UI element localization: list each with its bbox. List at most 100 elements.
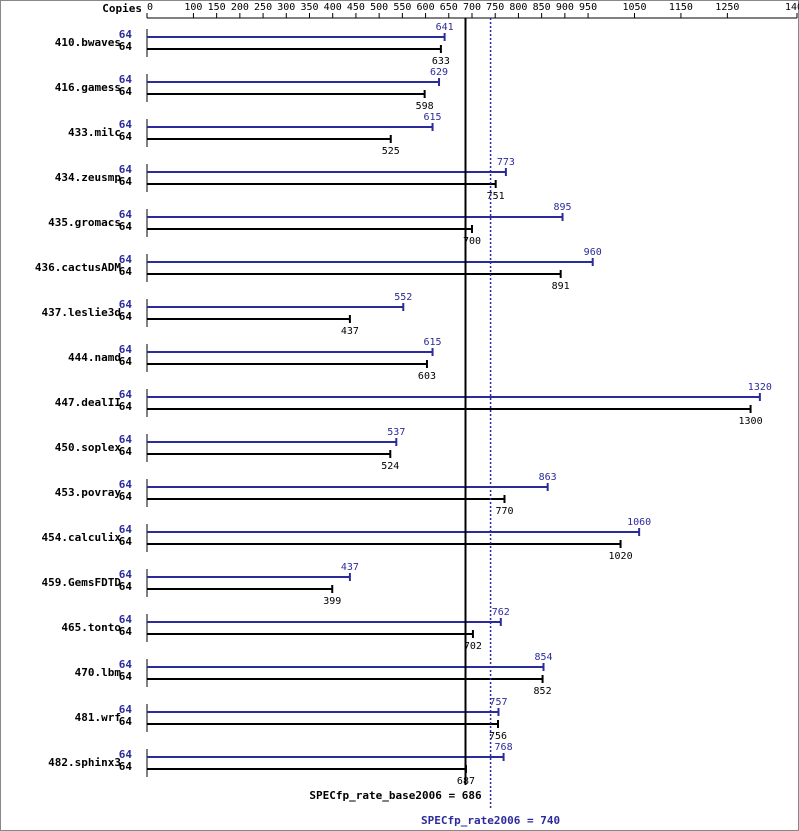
value-label: 768 <box>495 742 513 753</box>
value-label: 702 <box>464 641 482 652</box>
copies: 64 <box>119 715 133 728</box>
value-label: 1020 <box>609 551 633 562</box>
value-label: 895 <box>554 202 572 213</box>
x-tick-label: 700 <box>463 2 481 13</box>
value-label: 770 <box>495 506 513 517</box>
benchmark-label: 465.tonto <box>61 621 121 634</box>
copies: 64 <box>119 253 133 266</box>
value-label: 700 <box>463 236 481 247</box>
value-label: 437 <box>341 562 359 573</box>
x-tick-label: 800 <box>509 2 527 13</box>
x-tick-label: 500 <box>370 2 388 13</box>
copies: 64 <box>119 400 133 413</box>
benchmark-label: 454.calculix <box>42 531 122 544</box>
value-label: 854 <box>534 652 552 663</box>
benchmark-label: 447.dealII <box>55 396 121 409</box>
x-tick-label: 900 <box>556 2 574 13</box>
copies: 64 <box>119 163 133 176</box>
value-label: 598 <box>416 101 434 112</box>
value-label: 437 <box>341 326 359 337</box>
x-tick-label: 750 <box>486 2 504 13</box>
copies: 64 <box>119 265 133 278</box>
benchmark-label: 450.soplex <box>55 441 122 454</box>
x-tick-label: 1400 <box>785 2 799 13</box>
copies: 64 <box>119 85 133 98</box>
x-tick-label: 550 <box>393 2 411 13</box>
copies: 64 <box>119 568 133 581</box>
value-label: 615 <box>424 337 442 348</box>
value-label: 891 <box>552 281 570 292</box>
x-tick-label: 600 <box>417 2 435 13</box>
value-label: 615 <box>424 112 442 123</box>
copies: 64 <box>119 478 133 491</box>
x-tick-label: 650 <box>440 2 458 13</box>
value-label: 960 <box>584 247 602 258</box>
copies-header: Copies <box>102 2 142 15</box>
x-tick-label: 450 <box>347 2 365 13</box>
copies: 64 <box>119 748 133 761</box>
value-label: 1060 <box>627 517 651 528</box>
x-tick-label: 150 <box>208 2 226 13</box>
value-label: 757 <box>489 697 507 708</box>
value-label: 852 <box>534 686 552 697</box>
benchmark-label: 482.sphinx3 <box>48 756 121 769</box>
value-label: 524 <box>381 461 399 472</box>
value-label: 552 <box>394 292 412 303</box>
x-tick-label: 250 <box>254 2 272 13</box>
x-tick-label: 1150 <box>669 2 693 13</box>
copies: 64 <box>119 658 133 671</box>
value-label: 525 <box>382 146 400 157</box>
x-tick-label: 400 <box>324 2 342 13</box>
copies: 64 <box>119 130 133 143</box>
value-label: 603 <box>418 371 436 382</box>
copies: 64 <box>119 703 133 716</box>
copies: 64 <box>119 670 133 683</box>
x-tick-label: 850 <box>533 2 551 13</box>
value-label: 863 <box>539 472 557 483</box>
benchmark-label: 433.milc <box>68 126 121 139</box>
copies: 64 <box>119 490 133 503</box>
benchmark-label: 435.gromacs <box>48 216 121 229</box>
benchmark-label: 459.GemsFDTD <box>42 576 122 589</box>
benchmark-label: 410.bwaves <box>55 36 121 49</box>
copies: 64 <box>119 208 133 221</box>
value-label: 756 <box>489 731 507 742</box>
value-label: 1300 <box>739 416 763 427</box>
x-tick-label: 1250 <box>715 2 739 13</box>
x-tick-label: 0 <box>147 2 153 13</box>
copies: 64 <box>119 523 133 536</box>
copies: 64 <box>119 220 133 233</box>
copies: 64 <box>119 40 133 53</box>
benchmark-label: 437.leslie3d <box>42 306 121 319</box>
x-tick-label: 200 <box>231 2 249 13</box>
copies: 64 <box>119 433 133 446</box>
benchmark-label: 416.gamess <box>55 81 121 94</box>
value-label: 1320 <box>748 382 772 393</box>
value-label: 762 <box>492 607 510 618</box>
value-label: 773 <box>497 157 515 168</box>
copies: 64 <box>119 310 133 323</box>
copies: 64 <box>119 118 133 131</box>
copies: 64 <box>119 760 133 773</box>
copies: 64 <box>119 298 133 311</box>
copies: 64 <box>119 175 133 188</box>
benchmark-label: 470.lbm <box>75 666 122 679</box>
benchmark-label: 434.zeusmp <box>55 171 122 184</box>
value-label: 633 <box>432 56 450 67</box>
value-label: 751 <box>487 191 505 202</box>
x-tick-label: 100 <box>184 2 202 13</box>
copies: 64 <box>119 388 133 401</box>
value-label: 537 <box>387 427 405 438</box>
copies: 64 <box>119 445 133 458</box>
copies: 64 <box>119 613 133 626</box>
x-tick-label: 300 <box>277 2 295 13</box>
copies: 64 <box>119 625 133 638</box>
copies: 64 <box>119 343 133 356</box>
copies: 64 <box>119 535 133 548</box>
benchmark-label: 444.namd <box>68 351 121 364</box>
benchmark-label: 436.cactusADM <box>35 261 121 274</box>
copies: 64 <box>119 28 133 41</box>
value-label: 629 <box>430 67 448 78</box>
